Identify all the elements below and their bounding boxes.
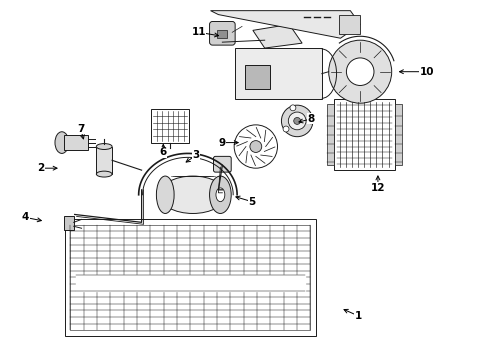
Ellipse shape xyxy=(55,132,69,153)
Bar xyxy=(64,135,89,150)
Text: 10: 10 xyxy=(420,67,435,77)
Bar xyxy=(245,65,270,89)
Text: 6: 6 xyxy=(160,148,167,157)
Ellipse shape xyxy=(156,176,174,213)
Bar xyxy=(394,104,401,165)
Ellipse shape xyxy=(159,176,226,213)
Circle shape xyxy=(290,105,296,111)
Text: 5: 5 xyxy=(248,197,255,207)
Ellipse shape xyxy=(97,171,112,177)
Circle shape xyxy=(329,40,392,103)
Circle shape xyxy=(308,118,314,124)
Ellipse shape xyxy=(210,176,231,213)
Bar xyxy=(218,30,227,38)
Text: 11: 11 xyxy=(192,27,206,37)
Bar xyxy=(65,219,316,336)
Text: 4: 4 xyxy=(22,212,29,222)
Circle shape xyxy=(283,126,289,132)
Bar xyxy=(70,225,311,330)
Polygon shape xyxy=(253,24,302,48)
Text: 8: 8 xyxy=(307,114,315,124)
Polygon shape xyxy=(211,11,360,38)
Ellipse shape xyxy=(216,188,225,202)
Bar xyxy=(235,48,322,99)
FancyBboxPatch shape xyxy=(214,156,231,172)
Ellipse shape xyxy=(97,144,112,149)
Text: 12: 12 xyxy=(370,183,385,193)
FancyBboxPatch shape xyxy=(210,22,235,45)
Circle shape xyxy=(346,58,374,85)
Bar xyxy=(339,15,360,34)
Text: 7: 7 xyxy=(77,124,84,134)
Text: 1: 1 xyxy=(355,311,362,321)
Bar xyxy=(151,109,189,143)
Circle shape xyxy=(234,125,277,168)
Circle shape xyxy=(250,141,262,152)
Circle shape xyxy=(281,105,313,137)
Circle shape xyxy=(294,117,301,124)
Text: 9: 9 xyxy=(219,138,226,148)
Bar xyxy=(97,147,112,174)
Bar xyxy=(327,104,334,165)
Bar xyxy=(64,216,74,230)
Bar xyxy=(334,99,394,170)
Text: 3: 3 xyxy=(192,150,199,161)
Text: 2: 2 xyxy=(38,163,45,173)
Circle shape xyxy=(288,112,306,130)
